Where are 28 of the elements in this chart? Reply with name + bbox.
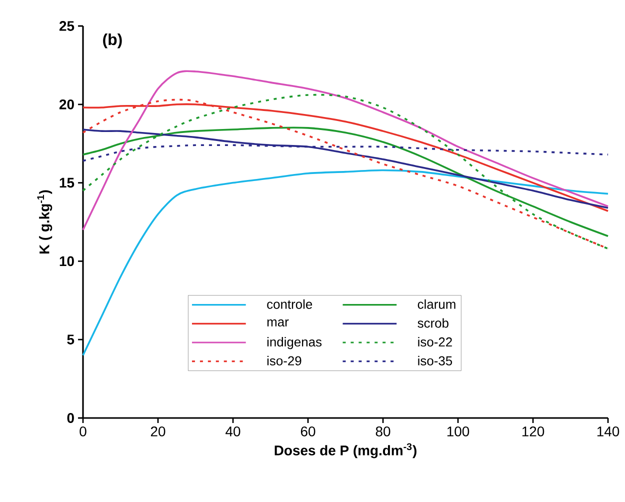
legend-label: scrob: [418, 318, 448, 328]
x-tick-label: 0: [80, 426, 86, 436]
x-tick-label: 80: [376, 426, 390, 436]
x-tick-label: 140: [597, 426, 620, 436]
x-tick-label: 60: [300, 426, 316, 436]
x-tick-label: 40: [226, 426, 240, 436]
x-axis-title: Doses de P (mg.dm$^{-3}$): [274, 443, 416, 458]
annotation: (b): [103, 33, 122, 48]
y-tick-label: 20: [59, 99, 74, 110]
legend-label: indigenas: [267, 337, 322, 350]
y-tick-label: 15: [60, 178, 74, 188]
legend-label: iso-35: [418, 356, 452, 366]
x-tick-label: 120: [522, 426, 544, 436]
y-tick-label: 25: [59, 21, 74, 31]
legend-label: mar: [267, 319, 289, 326]
legend-label: clarum: [418, 299, 456, 309]
y-axis-title: K ( g.kg$^{-1}$): [37, 190, 52, 254]
legend-label: iso-29: [267, 356, 302, 366]
y-tick-label: 10: [60, 256, 74, 266]
legend-label: controle: [267, 299, 312, 309]
line-series: [82, 128, 609, 209]
line-series: [82, 70, 609, 231]
y-tick-label: 0: [67, 413, 74, 423]
legend-label: iso-22: [418, 337, 452, 347]
x-tick-label: 20: [150, 426, 166, 436]
y-tick-label: 5: [67, 334, 74, 344]
x-tick-label: 100: [447, 426, 470, 436]
line-series: [82, 169, 609, 356]
